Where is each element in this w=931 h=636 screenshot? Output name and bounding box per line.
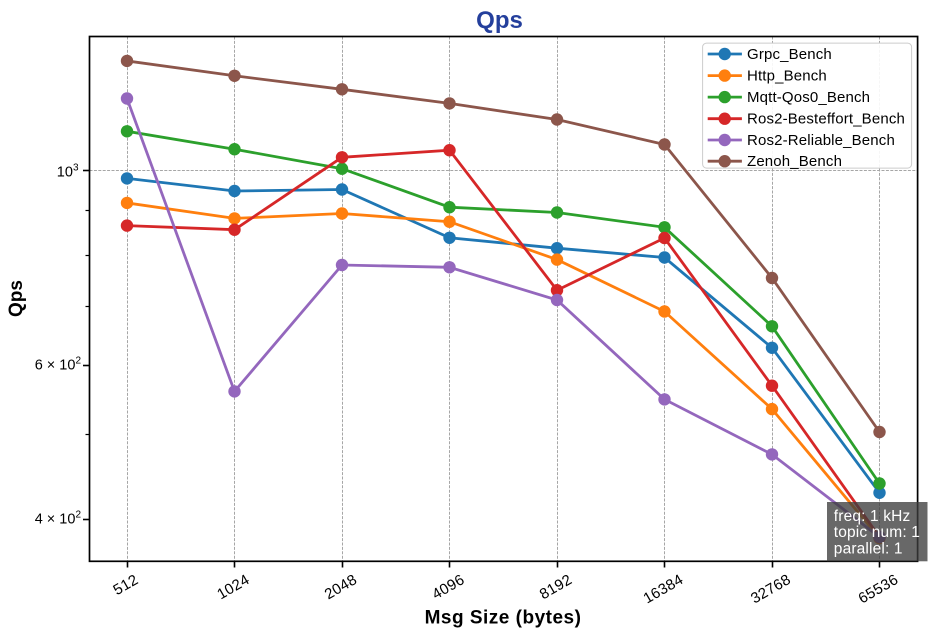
svg-text:Ros2-Reliable_Bench: Ros2-Reliable_Bench <box>747 132 895 149</box>
svg-text:Msg Size (bytes): Msg Size (bytes) <box>425 608 582 629</box>
svg-text:Mqtt-Qos0_Bench: Mqtt-Qos0_Bench <box>747 89 870 106</box>
svg-text:parallel: 1: parallel: 1 <box>834 541 903 558</box>
svg-text:Http_Bench: Http_Bench <box>747 67 827 84</box>
svg-text:topic num: 1: topic num: 1 <box>834 524 920 541</box>
svg-text:Qps: Qps <box>6 280 27 317</box>
svg-text:freq: 1 kHz: freq: 1 kHz <box>834 508 911 525</box>
svg-text:Grpc_Bench: Grpc_Bench <box>747 46 832 63</box>
svg-text:6 × 102: 6 × 102 <box>35 355 82 373</box>
svg-text:4 × 102: 4 × 102 <box>35 509 82 527</box>
svg-text:Qps: Qps <box>476 7 523 34</box>
svg-text:Ros2-Besteffort_Bench: Ros2-Besteffort_Bench <box>747 111 905 128</box>
svg-text:Zenoh_Bench: Zenoh_Bench <box>747 153 842 170</box>
